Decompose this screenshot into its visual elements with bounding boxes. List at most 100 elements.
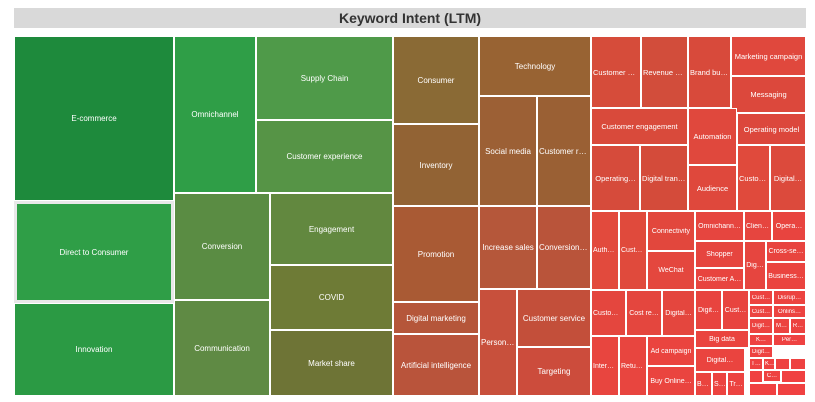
treemap-tile-blank[interactable]	[749, 383, 777, 396]
treemap-tile-cost-re[interactable]: Cost re…	[626, 290, 662, 336]
treemap-tile-digital[interactable]: Digital…	[662, 290, 695, 336]
treemap-tile-label: Digital…	[665, 309, 692, 317]
treemap-tile-business[interactable]: Business…	[766, 262, 806, 290]
treemap-tile-k[interactable]: K…	[749, 334, 773, 346]
treemap-tile-wechat[interactable]: WeChat	[647, 251, 695, 290]
treemap-tile-customer-a[interactable]: Customer a…	[591, 36, 641, 108]
treemap-tile-operating-model[interactable]: Operating model	[737, 113, 806, 145]
treemap-tile-engagement[interactable]: Engagement	[270, 193, 393, 265]
treemap-tile-label: Digital…	[773, 173, 803, 183]
treemap-tile-label: Opera…	[775, 222, 803, 230]
treemap-tile-label: Digital marketing	[406, 313, 466, 323]
treemap-tile-customer-engagement[interactable]: Customer engagement	[591, 108, 688, 145]
treemap-tile-promotion[interactable]: Promotion	[393, 206, 479, 302]
treemap-tile-supply-chain[interactable]: Supply Chain	[256, 36, 393, 120]
treemap-tile-buy-online[interactable]: Buy Online…	[647, 366, 695, 396]
treemap-tile-r[interactable]: R…	[790, 318, 806, 334]
treemap-tile-label: Digit…	[751, 349, 770, 355]
treemap-tile-label: Technology	[514, 61, 556, 71]
treemap-tile-blank[interactable]	[790, 358, 806, 370]
treemap-tile-messaging[interactable]: Messaging	[731, 76, 806, 113]
treemap-tile-label: Onlins…	[777, 308, 801, 315]
treemap-tile-audience[interactable]: Audience	[688, 165, 737, 211]
treemap-tile-conversion[interactable]: Conversion	[174, 193, 270, 300]
treemap-tile-conversion-r[interactable]: Conversion r…	[537, 206, 591, 289]
treemap-tile-interm[interactable]: Interm…	[591, 336, 619, 396]
treemap-tile-increase-sales[interactable]: Increase sales	[479, 206, 537, 289]
treemap-tile-cust[interactable]: Cust…	[722, 290, 749, 330]
treemap-tile-label: Customer a…	[593, 67, 640, 77]
treemap-tile-label: Customer rel…	[539, 146, 590, 156]
treemap-tile-customer-a[interactable]: Customer A…	[695, 268, 744, 290]
treemap-tile-cust[interactable]: Cust…	[749, 305, 773, 318]
treemap-tile-connectivity[interactable]: Connectivity	[647, 211, 695, 251]
treemap-tile-blank[interactable]	[749, 370, 763, 383]
treemap-tile-label: Social media	[485, 146, 531, 156]
treemap-tile-label: Shopper	[706, 251, 733, 258]
treemap-tile-big-data[interactable]: Big data	[695, 330, 749, 348]
treemap-tile-retur[interactable]: Retur…	[619, 336, 647, 396]
treemap-tile-so[interactable]: So…	[712, 372, 727, 396]
treemap-tile-label: Br…	[697, 380, 711, 388]
treemap-tile-label: Omnichannel	[191, 110, 239, 119]
treemap-tile-shopper[interactable]: Shopper	[695, 241, 744, 268]
treemap-tile-opera[interactable]: Opera…	[772, 211, 806, 241]
treemap-tile-technology[interactable]: Technology	[479, 36, 591, 96]
treemap-tile-brand-buil[interactable]: Brand buil…	[688, 36, 731, 108]
treemap-tile-social-media[interactable]: Social media	[479, 96, 537, 206]
treemap-tile-cross-se[interactable]: Cross-se…	[766, 241, 806, 262]
treemap-tile-blank[interactable]	[775, 358, 790, 370]
treemap-tile-br[interactable]: Br…	[695, 372, 712, 396]
treemap-tile-dig[interactable]: Dig…	[744, 241, 766, 290]
treemap-tile-e-commerce[interactable]: E-commerce	[14, 36, 174, 201]
treemap-tile-market-share[interactable]: Market share	[270, 330, 393, 396]
treemap-tile-operating[interactable]: Operating…	[591, 145, 640, 211]
treemap-tile-client[interactable]: Client…	[744, 211, 772, 241]
treemap-tile-blank[interactable]	[777, 383, 806, 396]
treemap-tile-omnichann[interactable]: Omnichann…	[695, 211, 744, 241]
treemap-tile-digital[interactable]: Digital…	[695, 348, 745, 372]
treemap-tile-disrup[interactable]: Disrup…	[773, 290, 806, 305]
treemap-tile-omnichannel[interactable]: Omnichannel	[174, 36, 256, 193]
treemap-tile-blank[interactable]	[781, 370, 806, 383]
treemap-tile-t[interactable]: T…	[749, 358, 763, 370]
treemap-tile-targeting[interactable]: Targeting	[517, 347, 591, 396]
treemap-tile-per[interactable]: Per…	[773, 334, 806, 346]
treemap-tile-marketing-campaign[interactable]: Marketing campaign	[731, 36, 806, 76]
treemap-tile-digit[interactable]: Digit…	[749, 318, 773, 334]
treemap-tile-covid[interactable]: COVID	[270, 265, 393, 330]
treemap-tile-inventory[interactable]: Inventory	[393, 124, 479, 206]
treemap-tile-kn[interactable]: Kn…	[763, 358, 775, 370]
treemap-tile-communication[interactable]: Communication	[174, 300, 270, 396]
treemap-tile-custo[interactable]: Custo…	[619, 211, 647, 290]
treemap-tile-ad-campaign[interactable]: Ad campaign	[647, 336, 695, 366]
treemap-tile-label: Automation	[693, 132, 732, 141]
treemap-tile-automation[interactable]: Automation	[688, 108, 737, 165]
treemap-tile-label: T…	[751, 361, 761, 367]
treemap-tile-c[interactable]: C…	[763, 370, 781, 382]
treemap-tile-artificial-intelligence[interactable]: Artificial intelligence	[393, 334, 479, 396]
treemap-tile-innovation[interactable]: Innovation	[14, 303, 174, 396]
treemap-tile-autho[interactable]: Autho…	[591, 211, 619, 290]
treemap-tile-onlins[interactable]: Onlins…	[773, 305, 806, 318]
treemap-tile-customer-service[interactable]: Customer service	[517, 289, 591, 347]
treemap-tile-digital-trans[interactable]: Digital trans…	[640, 145, 688, 211]
treemap-tile-consumer[interactable]: Consumer	[393, 36, 479, 124]
treemap-tile-digit[interactable]: Digit…	[695, 290, 722, 330]
treemap-tile-custom[interactable]: Custom…	[737, 145, 770, 211]
treemap-tile-customer-rel[interactable]: Customer rel…	[537, 96, 591, 206]
treemap-tile-customer-experience[interactable]: Customer experience	[256, 120, 393, 193]
treemap-tile-revenue-gr[interactable]: Revenue gr…	[641, 36, 688, 108]
treemap-tile-direct-to-consumer[interactable]: Direct to Consumer	[14, 201, 174, 303]
treemap-tile-digital-marketing[interactable]: Digital marketing	[393, 302, 479, 334]
treemap-tile-m[interactable]: M…	[773, 318, 790, 334]
treemap-tile-personali[interactable]: Personali…	[479, 289, 517, 396]
treemap-tile-label: Business…	[768, 272, 804, 280]
treemap-tile-digit[interactable]: Digit…	[749, 346, 773, 358]
treemap-tile-tr[interactable]: Tr…	[727, 372, 745, 396]
treemap-tile-label: COVID	[318, 293, 345, 302]
treemap-tile-cust[interactable]: Cust…	[749, 290, 773, 305]
treemap-tile-label: Cust…	[751, 294, 771, 301]
treemap-tile-custom[interactable]: Custom…	[591, 290, 626, 336]
treemap-tile-digital[interactable]: Digital…	[770, 145, 806, 211]
